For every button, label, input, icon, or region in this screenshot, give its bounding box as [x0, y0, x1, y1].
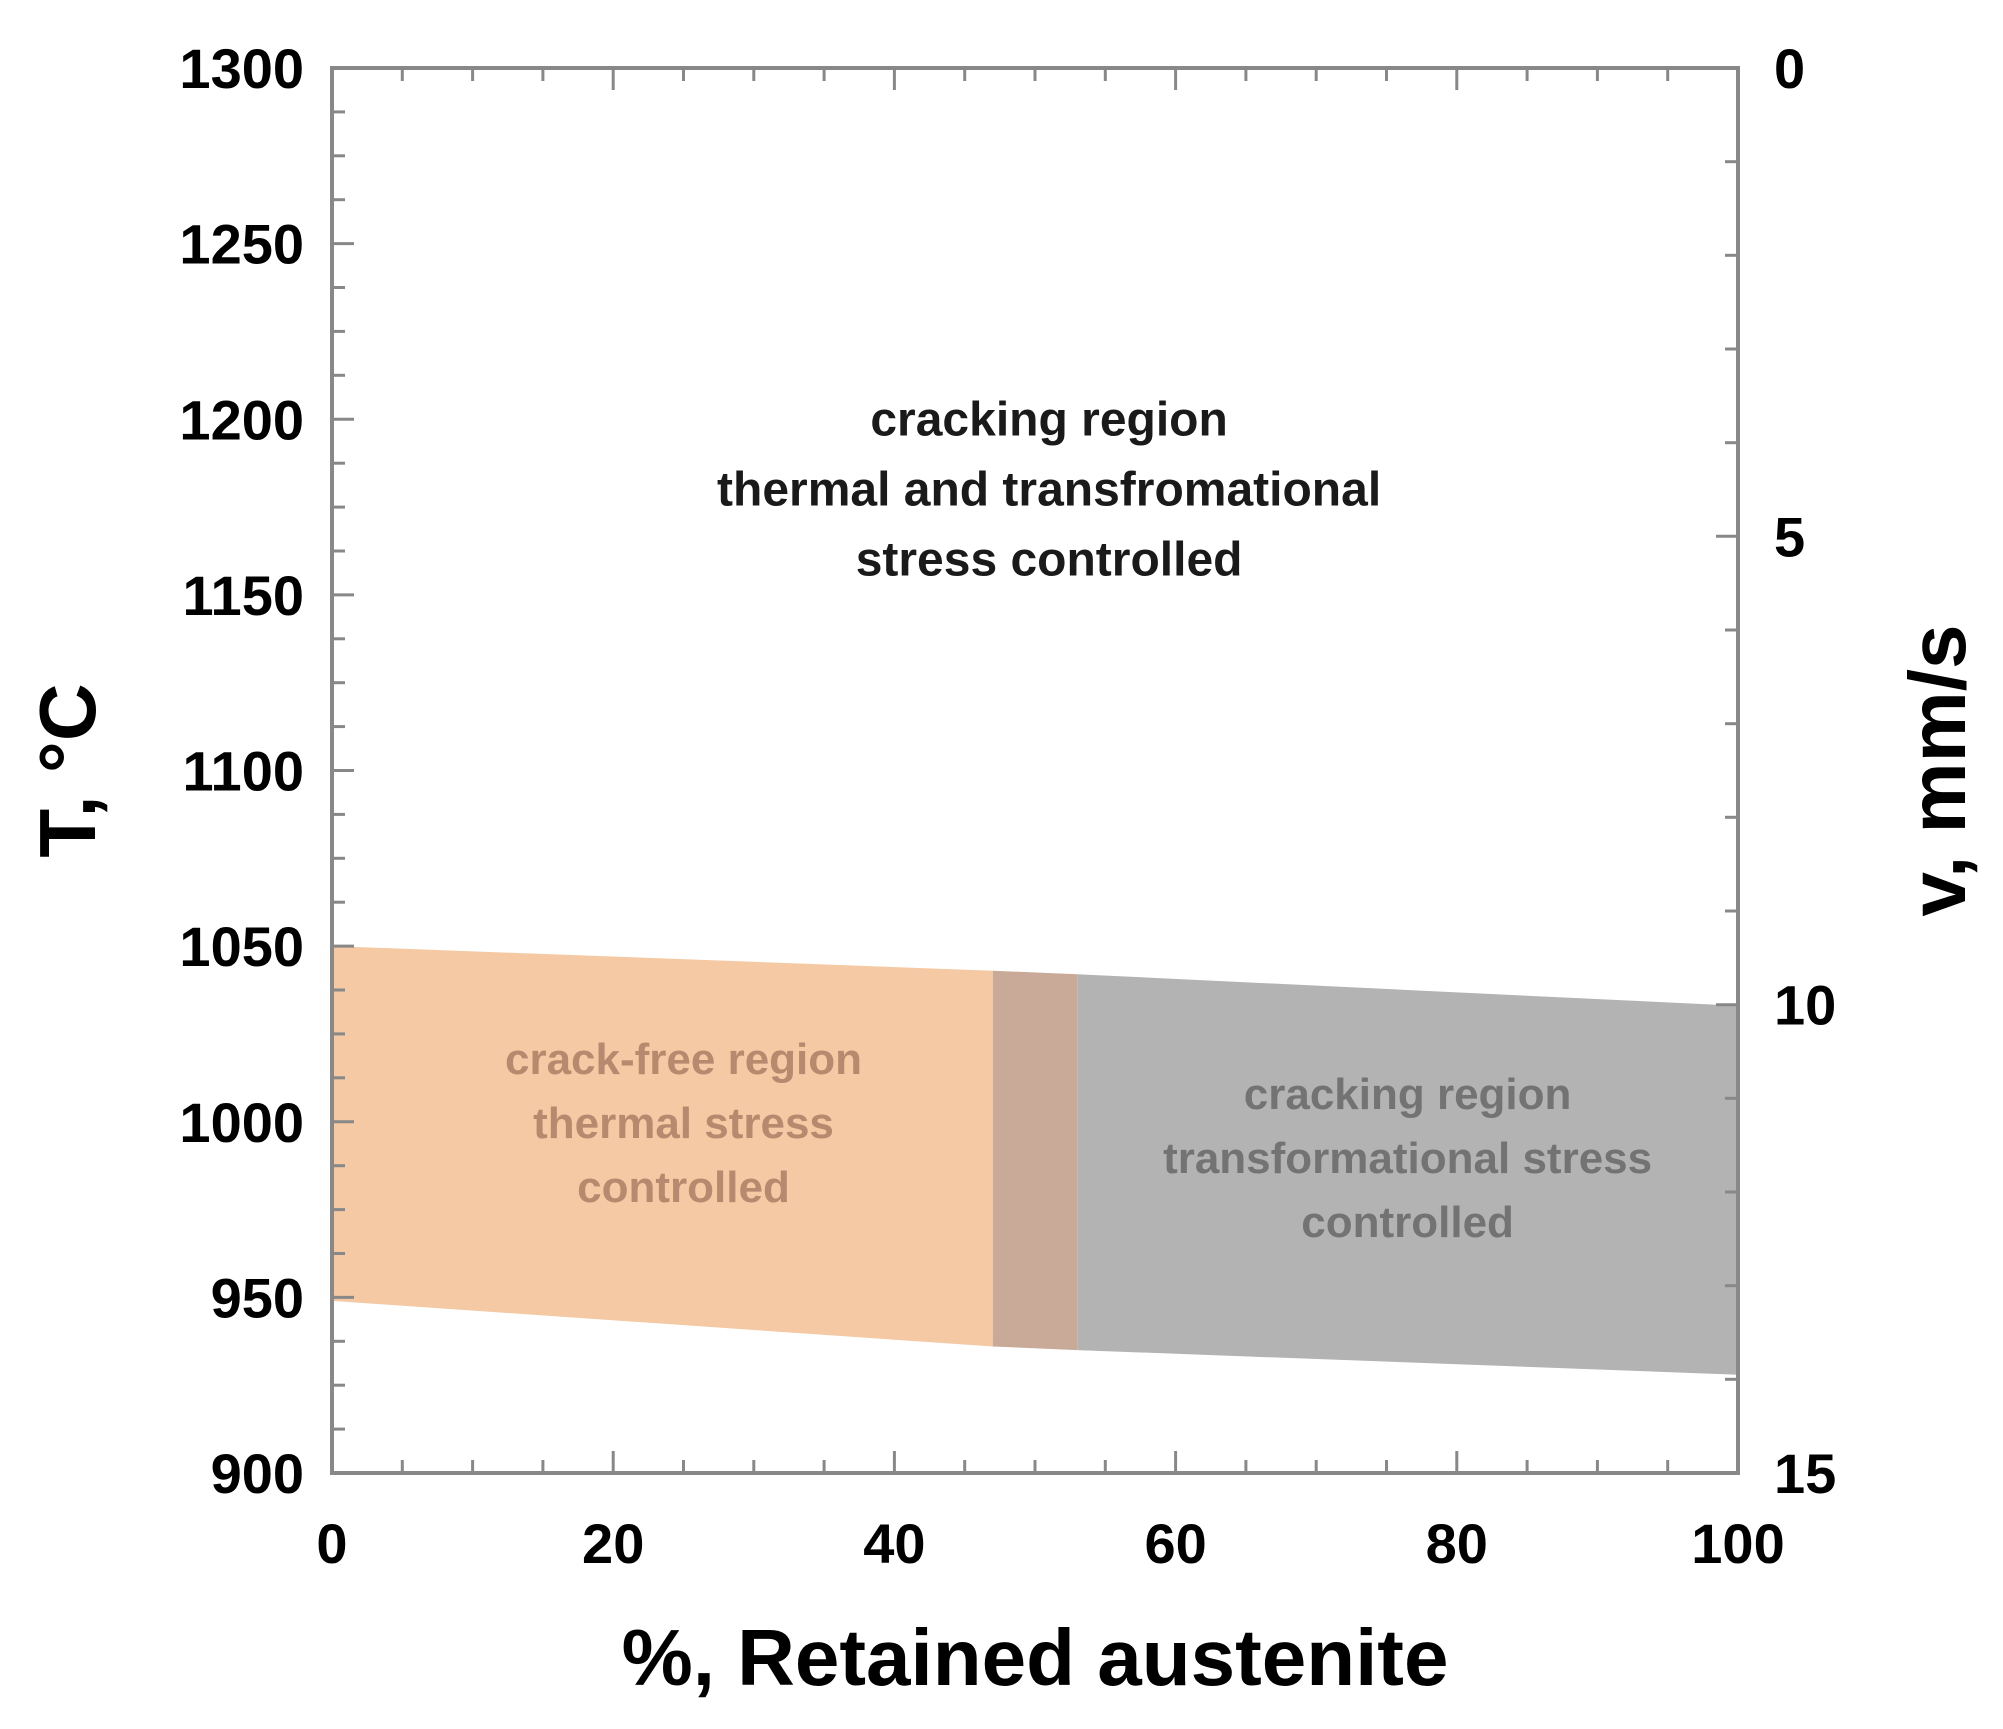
- y-tick-label: 1000: [179, 1091, 304, 1154]
- y2-tick-label: 10: [1774, 974, 1836, 1037]
- region-label-cracking-transformational-line-0: cracking region: [1244, 1070, 1572, 1119]
- region-label-cracking-thermal-transformational-line-1: thermal and transfromational: [717, 464, 1381, 517]
- y-tick-label: 1250: [179, 213, 304, 276]
- y-tick-label: 1200: [179, 388, 304, 451]
- region-overlap: [992, 970, 1078, 1351]
- x-axis-title: %, Retained austenite: [622, 1613, 1449, 1702]
- x-tick-label: 20: [582, 1512, 644, 1575]
- x-tick-label: 40: [863, 1512, 925, 1575]
- x-tick-label: 80: [1426, 1512, 1488, 1575]
- y-tick-label: 1050: [179, 915, 304, 978]
- region-label-cracking-thermal-transformational-line-2: stress controlled: [856, 534, 1243, 587]
- region-cracking-transformational: [1077, 974, 1738, 1375]
- y2-tick-label: 5: [1774, 505, 1805, 568]
- tick-labels-layer: 0 20 40 60 80 1009009501000105011001150120012…: [179, 37, 1836, 1575]
- region-label-crack-free-line-0: crack-free region: [505, 1035, 862, 1084]
- region-crack-free: [332, 946, 993, 1347]
- region-label-cracking-transformational-line-1: transformational stress: [1163, 1134, 1652, 1183]
- ticks-layer: [330, 66, 1740, 1475]
- y-tick-label: 1300: [179, 37, 304, 100]
- region-label-cracking-thermal-transformational-line-0: cracking region: [870, 394, 1227, 447]
- region-label-crack-free-line-2: controlled: [577, 1163, 790, 1212]
- y-tick-label: 1150: [183, 564, 305, 627]
- region-label-crack-free-line-1: thermal stress: [533, 1099, 834, 1148]
- region-label-cracking-transformational-line-2: controlled: [1301, 1198, 1514, 1247]
- y-tick-label: 900: [211, 1442, 304, 1505]
- y-axis-title: T, °C: [23, 683, 112, 857]
- y2-tick-label: 0: [1774, 37, 1805, 100]
- y2-axis-title: v, mm/s: [1893, 625, 1982, 917]
- region-labels-layer: crack-free region thermal stress controlle…: [505, 394, 1652, 1247]
- x-tick-label: 0: [316, 1512, 347, 1575]
- y-tick-label: 950: [211, 1266, 304, 1329]
- y2-tick-label: 15: [1774, 1442, 1836, 1505]
- y-tick-label: 1100: [183, 740, 305, 803]
- x-tick-label: 100: [1691, 1512, 1784, 1575]
- regions-layer: [332, 946, 1738, 1375]
- x-tick-label: 60: [1144, 1512, 1206, 1575]
